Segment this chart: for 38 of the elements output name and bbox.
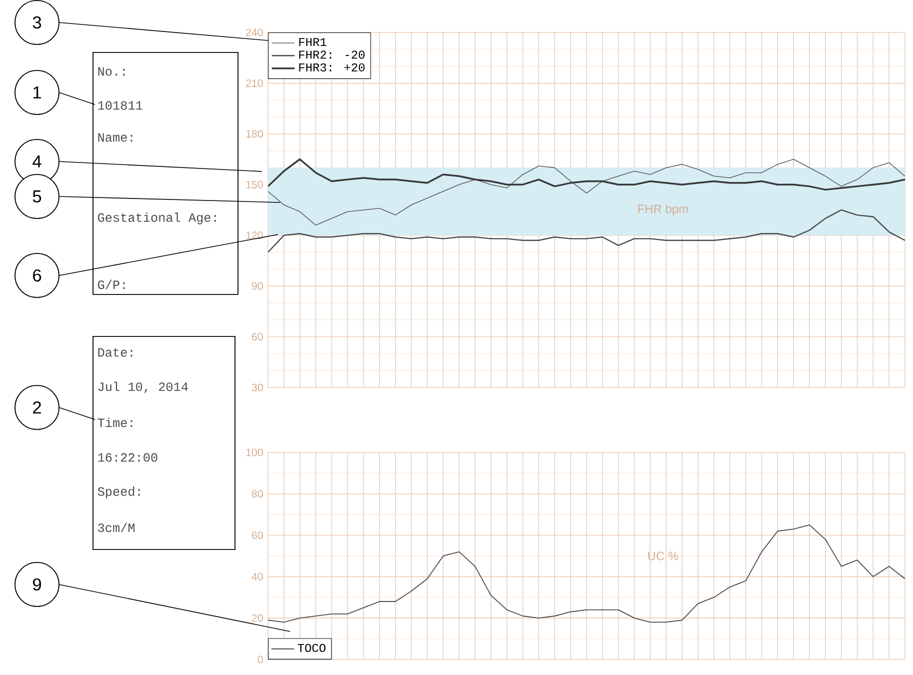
y-tick-label: 30 — [252, 383, 263, 392]
y-tick-label: 80 — [252, 490, 263, 498]
y-axis-title: UC % — [648, 551, 678, 560]
text: Name: — [98, 132, 132, 142]
text: 3cm/M — [98, 522, 134, 532]
y-tick-label: 40 — [252, 572, 263, 580]
text: 3 — [32, 16, 42, 28]
text: 5 — [32, 190, 42, 202]
text: Time: — [98, 418, 132, 427]
legend-label: FHR2: -20 — [299, 50, 365, 59]
y-axis-title: FHR bpm — [638, 204, 688, 216]
y-tick-label: 60 — [252, 531, 263, 539]
y-tick-label: 0 — [258, 655, 263, 664]
text: 101811 — [98, 100, 142, 110]
y-tick-label: 90 — [252, 282, 263, 290]
y-tick-label: 100 — [246, 448, 263, 456]
text: 4 — [32, 155, 42, 168]
text: 16:22:00 — [98, 452, 158, 462]
text: No.: — [98, 66, 125, 76]
legend-label: TOCO — [298, 644, 326, 652]
text: G/P: — [98, 280, 125, 289]
text: Date: — [98, 348, 132, 357]
y-tick-label: 180 — [246, 130, 263, 138]
text: 2 — [33, 401, 41, 414]
text: Speed: — [98, 486, 140, 498]
legend-label: FHR3: +20 — [299, 63, 365, 72]
text: 6 — [33, 269, 42, 282]
y-tick-label: 210 — [246, 79, 263, 87]
y-tick-label: 240 — [246, 28, 263, 36]
text: 1 — [34, 86, 41, 98]
y-tick-label: 120 — [246, 231, 263, 239]
y-tick-label: 150 — [246, 180, 263, 188]
legend-label: FHR1 — [299, 38, 326, 46]
text: Jul 10, 2014 — [98, 382, 188, 393]
y-tick-label: 60 — [252, 332, 263, 340]
y-tick-label: 20 — [252, 614, 263, 622]
text: Gestational Age: — [98, 212, 216, 224]
text: 9 — [33, 578, 42, 590]
